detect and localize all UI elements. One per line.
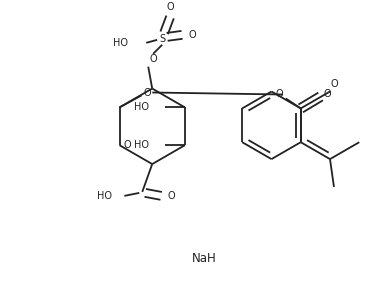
Text: HO: HO — [113, 38, 128, 48]
Text: O: O — [188, 30, 196, 40]
Text: O: O — [124, 140, 131, 150]
Text: O: O — [144, 88, 151, 98]
Text: HO: HO — [97, 191, 112, 201]
Text: O: O — [275, 90, 283, 99]
Text: HO: HO — [134, 103, 149, 112]
Text: O: O — [150, 54, 157, 64]
Text: O: O — [330, 79, 338, 89]
Text: O: O — [324, 90, 331, 99]
Text: O: O — [166, 2, 174, 12]
Text: O: O — [167, 191, 175, 201]
Text: HO: HO — [134, 140, 149, 150]
Text: NaH: NaH — [192, 252, 217, 265]
Text: S: S — [159, 34, 165, 44]
